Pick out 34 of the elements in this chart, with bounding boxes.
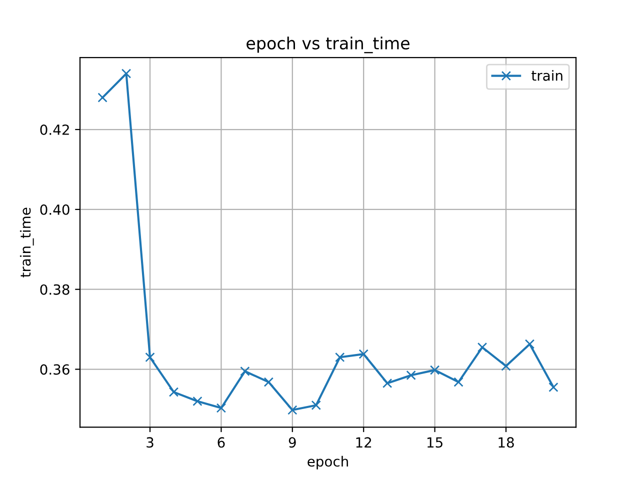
point (240, 366, 250, 376)
x-tick-label: 15 (427, 437, 442, 448)
x-tick-label: 6 (218, 437, 225, 448)
point (121, 68, 132, 78)
y-tick-label: 0.36 (40, 364, 70, 375)
point (382, 378, 392, 388)
point (358, 349, 368, 359)
chart-title: epoch vs train_time (246, 36, 410, 54)
point (501, 361, 511, 371)
point (98, 92, 108, 102)
y-axis-title: train_time (20, 208, 34, 278)
legend-label: train (532, 70, 562, 81)
point (548, 382, 558, 392)
y-tick-label: 0.38 (40, 284, 70, 295)
point (216, 403, 226, 413)
point (168, 387, 179, 397)
x-axis-title: epoch (308, 456, 348, 470)
y-tick-label: 0.40 (40, 204, 70, 215)
point (335, 352, 345, 362)
x-tick-label: 9 (288, 437, 296, 448)
point (264, 377, 274, 387)
point (288, 405, 298, 415)
point (311, 400, 321, 410)
point (524, 339, 535, 349)
point (406, 370, 416, 380)
y-tick-label: 0.42 (40, 124, 69, 135)
x-tick-label: 18 (498, 437, 514, 448)
x-tick-label: 3 (146, 437, 154, 448)
point (430, 365, 440, 375)
point (454, 377, 464, 387)
x-tick-label: 12 (356, 437, 372, 448)
point (192, 396, 202, 406)
point (477, 342, 488, 352)
point (145, 352, 155, 362)
